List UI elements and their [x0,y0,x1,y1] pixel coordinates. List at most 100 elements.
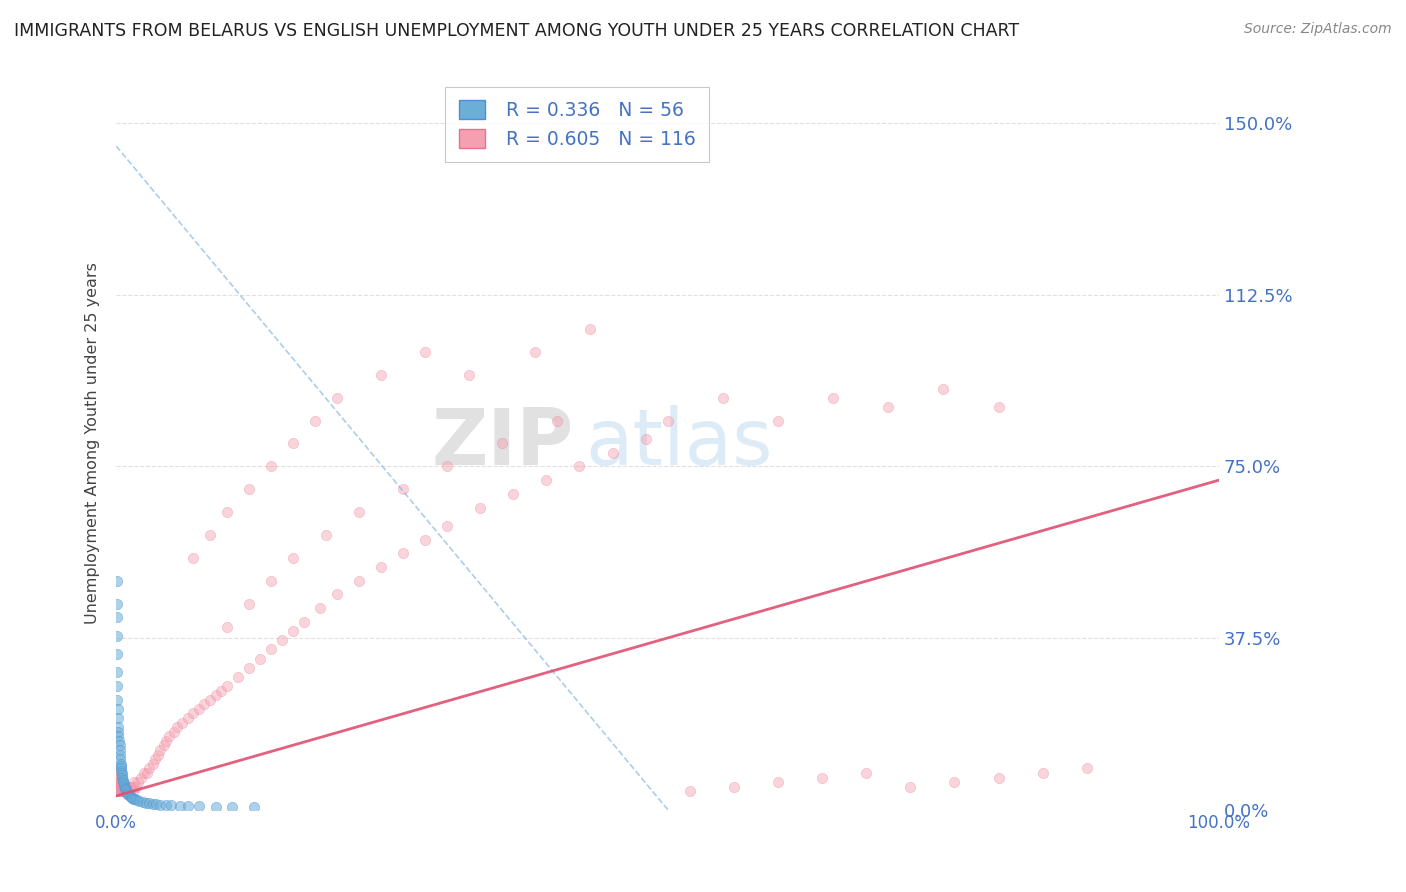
Point [122,775,145,789]
Point [105,629,128,643]
Point [413,533,436,547]
Point [105,574,128,588]
Point [110,780,132,794]
Point [112,777,135,791]
Point [124,792,146,806]
Point [115,780,138,794]
Point [281,624,304,638]
Point [679,784,702,798]
Point [177,711,200,725]
Point [107,711,129,725]
Point [110,784,132,798]
Point [118,784,141,798]
Point [105,784,128,798]
Point [536,473,558,487]
Point [326,587,349,601]
Point [107,784,129,798]
Point [823,391,845,405]
Point [152,739,174,753]
Point [491,436,513,450]
Point [766,775,789,789]
Point [198,692,221,706]
Point [127,775,149,789]
Point [326,391,349,405]
Point [115,783,138,797]
Point [105,597,128,611]
Point [108,775,131,789]
Point [108,734,131,748]
Point [107,775,129,789]
Point [221,799,243,814]
Point [347,574,370,588]
Point [111,775,134,789]
Point [108,752,131,766]
Point [117,787,139,801]
Point [111,772,134,787]
Point [215,619,238,633]
Point [943,775,966,789]
Point [128,794,150,808]
Point [121,780,143,794]
Point [270,633,292,648]
Point [107,729,129,743]
Point [114,780,136,795]
Point [138,796,160,810]
Point [987,400,1010,414]
Point [111,784,134,798]
Point [183,550,205,565]
Point [111,784,134,798]
Point [118,789,141,803]
Point [157,729,180,743]
Point [107,720,129,734]
Point [370,560,392,574]
Point [458,368,481,382]
Point [260,574,283,588]
Point [111,768,134,782]
Point [110,761,132,775]
Point [138,761,160,775]
Point [121,791,143,805]
Point [169,798,191,813]
Point [634,432,657,446]
Point [120,789,142,804]
Point [723,780,745,794]
Point [105,665,128,680]
Point [177,799,200,814]
Point [105,647,128,661]
Point [546,414,568,428]
Point [568,459,591,474]
Point [215,679,238,693]
Point [118,780,141,794]
Point [155,797,177,812]
Point [281,550,304,565]
Point [105,679,128,693]
Point [243,800,266,814]
Point [209,683,232,698]
Point [111,771,134,785]
Point [142,797,165,811]
Point [149,743,172,757]
Point [855,766,877,780]
Point [160,798,183,813]
Point [766,414,789,428]
Point [114,784,136,798]
Point [117,788,139,802]
Point [149,797,172,812]
Point [711,391,734,405]
Point [238,482,260,496]
Point [148,747,170,762]
Point [105,692,128,706]
Point [932,382,955,396]
Point [110,759,132,773]
Point [111,780,134,794]
Point [215,505,238,519]
Point [114,780,136,794]
Point [111,766,134,780]
Point [105,610,128,624]
Point [120,780,142,794]
Point [1076,761,1098,775]
Point [193,698,215,712]
Point [112,779,135,793]
Point [105,766,128,780]
Point [657,414,679,428]
